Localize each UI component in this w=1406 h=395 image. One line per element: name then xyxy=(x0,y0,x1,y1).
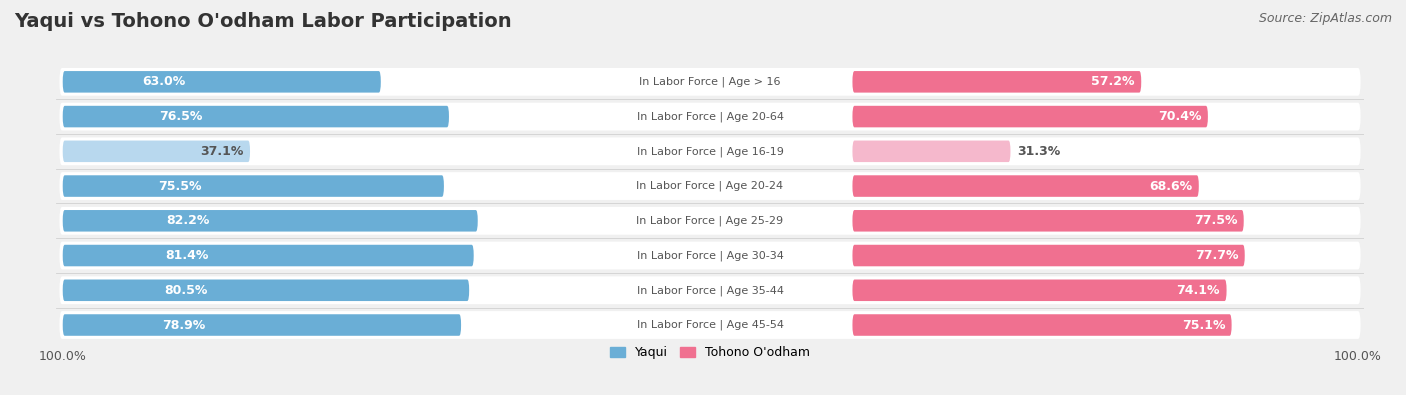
Text: 81.4%: 81.4% xyxy=(166,249,209,262)
Text: Source: ZipAtlas.com: Source: ZipAtlas.com xyxy=(1258,12,1392,25)
FancyBboxPatch shape xyxy=(63,210,478,231)
Text: In Labor Force | Age 20-64: In Labor Force | Age 20-64 xyxy=(637,111,783,122)
Text: 70.4%: 70.4% xyxy=(1159,110,1201,123)
FancyBboxPatch shape xyxy=(59,207,1361,235)
FancyBboxPatch shape xyxy=(852,175,1199,197)
FancyBboxPatch shape xyxy=(63,280,470,301)
FancyBboxPatch shape xyxy=(852,245,1244,266)
Text: In Labor Force | Age 30-34: In Labor Force | Age 30-34 xyxy=(637,250,783,261)
Text: 77.5%: 77.5% xyxy=(1194,214,1237,227)
FancyBboxPatch shape xyxy=(59,276,1361,304)
FancyBboxPatch shape xyxy=(59,103,1361,130)
FancyBboxPatch shape xyxy=(59,172,1361,200)
Text: 75.1%: 75.1% xyxy=(1181,318,1225,331)
FancyBboxPatch shape xyxy=(59,137,1361,165)
FancyBboxPatch shape xyxy=(63,141,250,162)
Text: 75.5%: 75.5% xyxy=(157,180,201,192)
Legend: Yaqui, Tohono O'odham: Yaqui, Tohono O'odham xyxy=(605,341,815,365)
FancyBboxPatch shape xyxy=(59,242,1361,269)
Text: Yaqui vs Tohono O'odham Labor Participation: Yaqui vs Tohono O'odham Labor Participat… xyxy=(14,12,512,31)
Text: 82.2%: 82.2% xyxy=(166,214,209,227)
Text: 31.3%: 31.3% xyxy=(1017,145,1060,158)
FancyBboxPatch shape xyxy=(852,71,1142,92)
Text: 76.5%: 76.5% xyxy=(159,110,202,123)
FancyBboxPatch shape xyxy=(852,106,1208,127)
Text: 57.2%: 57.2% xyxy=(1091,75,1135,88)
Text: In Labor Force | Age > 16: In Labor Force | Age > 16 xyxy=(640,77,780,87)
Text: In Labor Force | Age 35-44: In Labor Force | Age 35-44 xyxy=(637,285,783,295)
FancyBboxPatch shape xyxy=(59,68,1361,96)
FancyBboxPatch shape xyxy=(63,106,449,127)
FancyBboxPatch shape xyxy=(63,71,381,92)
FancyBboxPatch shape xyxy=(852,314,1232,336)
FancyBboxPatch shape xyxy=(59,311,1361,339)
FancyBboxPatch shape xyxy=(852,210,1244,231)
Text: 80.5%: 80.5% xyxy=(165,284,208,297)
Text: In Labor Force | Age 45-54: In Labor Force | Age 45-54 xyxy=(637,320,783,330)
Text: In Labor Force | Age 20-24: In Labor Force | Age 20-24 xyxy=(637,181,783,191)
Text: In Labor Force | Age 25-29: In Labor Force | Age 25-29 xyxy=(637,216,783,226)
Text: 77.7%: 77.7% xyxy=(1195,249,1239,262)
FancyBboxPatch shape xyxy=(852,141,1011,162)
Text: 78.9%: 78.9% xyxy=(162,318,205,331)
Text: 63.0%: 63.0% xyxy=(142,75,186,88)
Text: 68.6%: 68.6% xyxy=(1149,180,1192,192)
FancyBboxPatch shape xyxy=(63,175,444,197)
Text: 74.1%: 74.1% xyxy=(1177,284,1220,297)
FancyBboxPatch shape xyxy=(852,280,1226,301)
FancyBboxPatch shape xyxy=(63,314,461,336)
Text: 37.1%: 37.1% xyxy=(200,145,243,158)
FancyBboxPatch shape xyxy=(63,245,474,266)
Text: In Labor Force | Age 16-19: In Labor Force | Age 16-19 xyxy=(637,146,783,156)
